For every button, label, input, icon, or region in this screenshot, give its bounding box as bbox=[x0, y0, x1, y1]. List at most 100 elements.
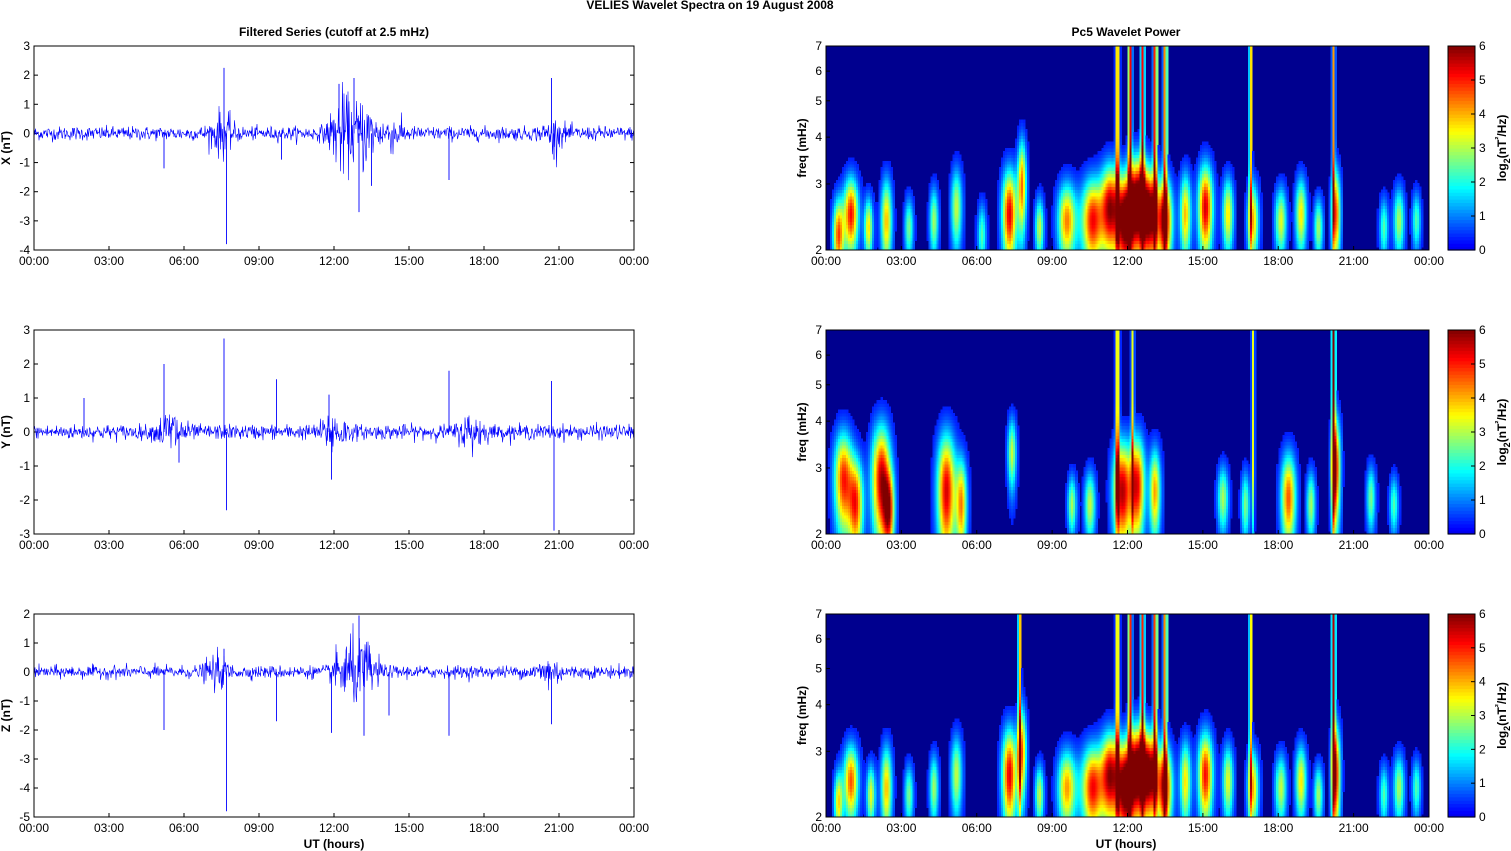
heatmap-cell bbox=[910, 189, 913, 193]
heatmap-cell bbox=[935, 174, 938, 178]
heatmap-cell bbox=[1156, 46, 1159, 50]
ytick-label: -3 bbox=[19, 214, 30, 228]
ytick-label: 0 bbox=[23, 126, 30, 140]
heatmap-cell bbox=[1144, 46, 1147, 50]
ytick-label: 1 bbox=[23, 97, 30, 111]
left-x-axis-label: UT (hours) bbox=[304, 837, 365, 851]
ytick-label: 3 bbox=[23, 323, 30, 337]
plot-area bbox=[34, 614, 634, 817]
heatmap-cell bbox=[1168, 154, 1171, 158]
ytick-label: 2 bbox=[23, 607, 30, 621]
figure-title: VELIES Wavelet Spectra on 19 August 2008 bbox=[586, 0, 834, 12]
ytick-label: 0 bbox=[23, 665, 30, 679]
heatmap-cell bbox=[961, 161, 964, 165]
plot-area bbox=[34, 330, 634, 534]
heatmap-cell bbox=[860, 177, 863, 181]
right-column-title: Pc5 Wavelet Power bbox=[1072, 25, 1181, 39]
line-xtick-label: 15:00 bbox=[394, 254, 424, 268]
line-xtick-label: 21:00 bbox=[544, 821, 574, 835]
heatmap-cell bbox=[892, 180, 895, 184]
heatmap-cell bbox=[858, 170, 861, 174]
heatmap-cell bbox=[894, 209, 897, 213]
heatmap-cell bbox=[912, 196, 915, 200]
heatmap-cell bbox=[914, 215, 917, 219]
line-xtick-label: 06:00 bbox=[169, 538, 199, 552]
ytick-label: 1 bbox=[23, 391, 30, 405]
line-xtick-label: 00:00 bbox=[19, 254, 49, 268]
ytick-label: -1 bbox=[19, 694, 30, 708]
heatmap-cell bbox=[963, 174, 966, 178]
heatmap-cell bbox=[856, 164, 859, 168]
heatmap-cell bbox=[1172, 167, 1175, 171]
line-xtick-label: 00:00 bbox=[19, 821, 49, 835]
y-axis-label: Z (nT) bbox=[0, 699, 13, 732]
heatmap-cell bbox=[1043, 193, 1046, 197]
ytick-label: -3 bbox=[19, 752, 30, 766]
line-xtick-label: 00:00 bbox=[19, 538, 49, 552]
heatmap-cell bbox=[872, 193, 875, 197]
ytick-label: 2 bbox=[23, 357, 30, 371]
line-xtick-label: 12:00 bbox=[319, 821, 349, 835]
ytick-label: 1 bbox=[23, 636, 30, 650]
heatmap-cell bbox=[1190, 164, 1193, 168]
line-xtick-label: 00:00 bbox=[619, 254, 649, 268]
heatmap-cell bbox=[1166, 46, 1169, 50]
heatmap-cell bbox=[890, 167, 893, 171]
heatmap-cell bbox=[1158, 145, 1161, 149]
line-xtick-label: 12:00 bbox=[319, 538, 349, 552]
line-xtick-label: 06:00 bbox=[169, 821, 199, 835]
ytick-label: -1 bbox=[19, 156, 30, 170]
line-xtick-label: 12:00 bbox=[319, 254, 349, 268]
line-xtick-label: 21:00 bbox=[544, 254, 574, 268]
line-xtick-label: 18:00 bbox=[469, 538, 499, 552]
line-xtick-label: 21:00 bbox=[544, 538, 574, 552]
line-xtick-label: 18:00 bbox=[469, 254, 499, 268]
ytick-label: 0 bbox=[23, 425, 30, 439]
heatmap-cell bbox=[937, 180, 940, 184]
heatmap-cell bbox=[888, 161, 891, 165]
heatmap-cell bbox=[959, 154, 962, 158]
heatmap-cell bbox=[1188, 158, 1191, 162]
ytick-label: -2 bbox=[19, 493, 30, 507]
heatmap-cell bbox=[987, 215, 990, 219]
line-xtick-label: 00:00 bbox=[619, 821, 649, 835]
ytick-label: -2 bbox=[19, 185, 30, 199]
heatmap-cell bbox=[985, 199, 988, 203]
heatmap-cell bbox=[1023, 119, 1026, 123]
y-axis-label: X (nT) bbox=[0, 131, 13, 165]
heatmap-cell bbox=[1170, 161, 1173, 165]
heatmap-cell bbox=[870, 186, 873, 190]
ytick-label: -1 bbox=[19, 459, 30, 473]
line-panel-z: 210-1-2-3-4-500:00 03:00 06:00 09:00 12:00 15… bbox=[0, 607, 649, 835]
plot-area bbox=[34, 46, 634, 250]
line-xtick-label: 09:00 bbox=[244, 254, 274, 268]
heatmap-cell bbox=[1132, 46, 1135, 50]
line-xtick-label: 03:00 bbox=[94, 821, 124, 835]
left-column-title: Filtered Series (cutoff at 2.5 mHz) bbox=[239, 25, 429, 39]
heatmap-cell bbox=[1027, 142, 1030, 146]
line-xtick-label: 15:00 bbox=[394, 821, 424, 835]
line-xtick-label: 00:00 bbox=[619, 538, 649, 552]
line-xtick-label: 18:00 bbox=[469, 821, 499, 835]
heatmap-cell bbox=[1041, 186, 1044, 190]
plots-layer: 3 2 1 0 -1 -2 -3 -4 00:00 03:00 06:00 09:00 12:00 15:… bbox=[0, 39, 1511, 835]
line-xtick-label: 09:00 bbox=[244, 821, 274, 835]
right-x-axis-label: UT (hours) bbox=[1096, 837, 1157, 851]
line-xtick-label: 03:00 bbox=[94, 538, 124, 552]
ytick-label: 3 bbox=[23, 39, 30, 53]
line-xtick-label: 09:00 bbox=[244, 538, 274, 552]
heatmap-cell bbox=[1119, 46, 1122, 50]
heatmap-cell bbox=[939, 189, 942, 193]
line-xtick-label: 06:00 bbox=[169, 254, 199, 268]
ytick-label: -4 bbox=[19, 781, 30, 795]
ytick-label: -2 bbox=[19, 723, 30, 737]
line-xtick-label: 03:00 bbox=[94, 254, 124, 268]
y-axis-label: Y (nT) bbox=[0, 415, 13, 449]
heatmap-cell bbox=[1025, 129, 1028, 133]
line-xtick-label: 15:00 bbox=[394, 538, 424, 552]
heatmap-cell bbox=[983, 193, 986, 197]
